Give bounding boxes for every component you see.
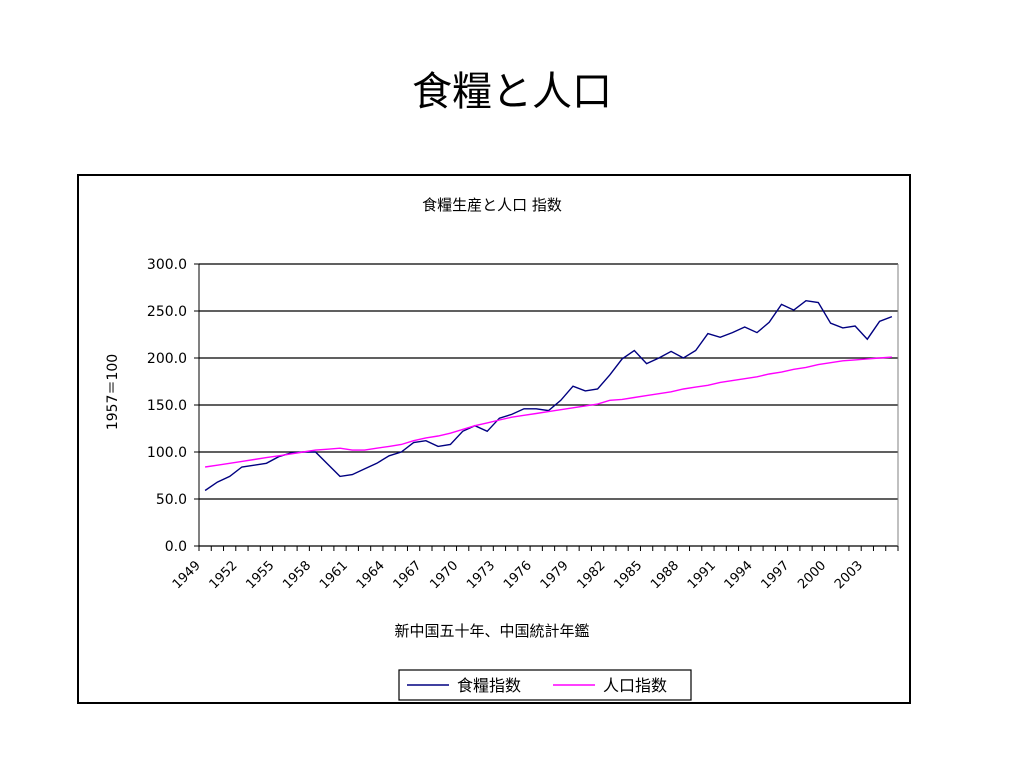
slide-title: 食糧と人口 (412, 69, 612, 115)
x-tick-label: 1979 (538, 558, 572, 592)
y-tick-label: 50.0 (156, 492, 187, 508)
x-tick-label: 1982 (575, 558, 609, 592)
y-axis-label: 1957＝100 (105, 354, 121, 430)
y-tick-label: 250.0 (147, 304, 187, 320)
x-tick-label: 1961 (317, 558, 351, 592)
legend-label: 食糧指数 (457, 676, 521, 695)
chart-title: 食糧生産と人口 指数 (422, 196, 562, 214)
x-tick-label: 1985 (611, 558, 645, 592)
legend-label: 人口指数 (603, 676, 667, 695)
x-tick-label: 1952 (207, 558, 241, 592)
y-tick-label: 100.0 (147, 445, 187, 461)
x-tick-label: 1970 (427, 558, 461, 592)
y-tick-label: 200.0 (147, 351, 187, 367)
x-tick-label: 2003 (832, 558, 866, 592)
x-tick-label: 1967 (391, 558, 425, 592)
x-tick-label: 1991 (685, 558, 719, 592)
x-tick-label: 1964 (354, 558, 388, 592)
legend: 食糧指数 人口指数 (398, 669, 692, 701)
y-tick-label: 300.0 (147, 257, 187, 273)
x-tick-label: 2000 (795, 558, 829, 592)
series-line-2 (204, 356, 892, 468)
x-tick-label: 1955 (243, 558, 277, 592)
y-tick-label: 0.0 (165, 539, 187, 555)
chart-svg: 食糧生産と人口 指数 1957＝100 新中国五十年、中国統計年鑑 0.0 50.… (105, 196, 899, 701)
chart-frame: 食糧生産と人口 指数 1957＝100 新中国五十年、中国統計年鑑 0.0 50.… (77, 174, 911, 704)
series-line-1 (204, 299, 893, 492)
x-tick-label: 1988 (648, 558, 682, 592)
x-tick-label: 1976 (501, 558, 535, 592)
plot-area: 0.0 50.0 100.0 150.0 200.0 250.0 300.0 1949 1952… (147, 257, 899, 592)
x-tick-label: 1958 (280, 558, 314, 592)
x-tick-label: 1997 (758, 558, 792, 592)
x-axis-label: 新中国五十年、中国統計年鑑 (394, 622, 589, 640)
y-tick-label: 150.0 (147, 398, 187, 414)
x-tick-label: 1973 (464, 558, 498, 592)
x-tick-label: 1994 (722, 558, 756, 592)
x-tick-label: 1949 (170, 558, 204, 592)
